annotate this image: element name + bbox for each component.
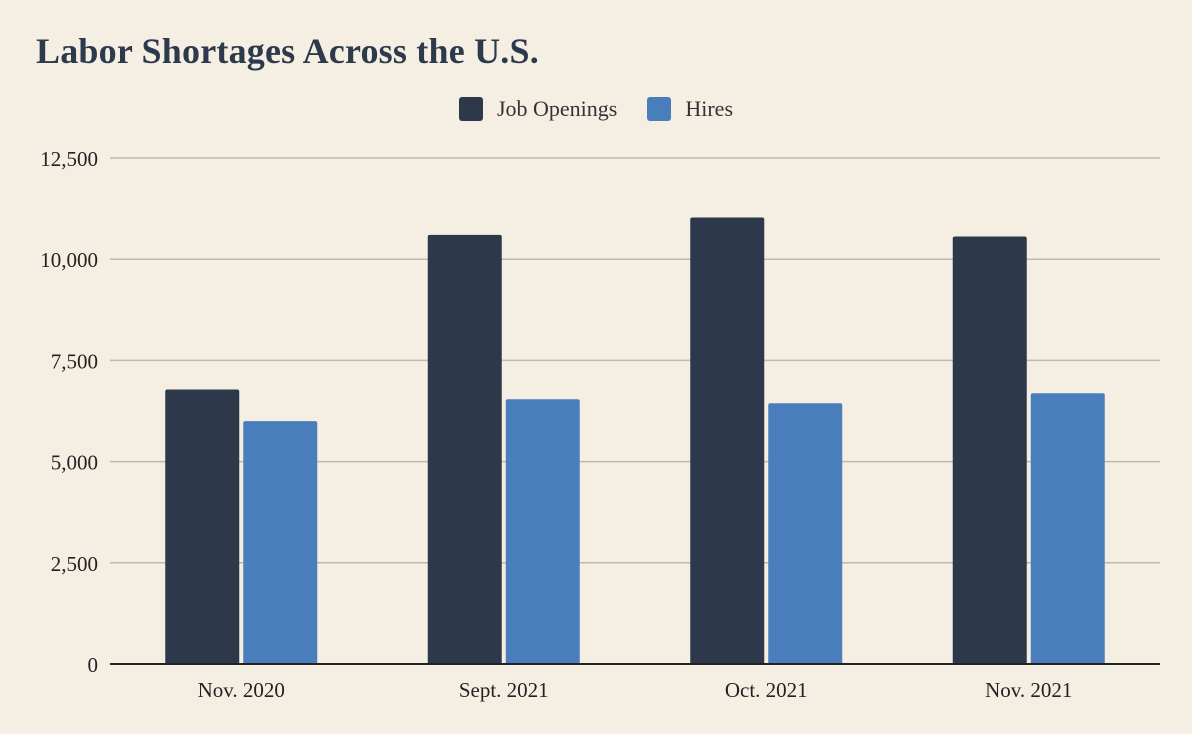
legend-swatch-hires: [647, 97, 672, 121]
y-tick-label: 12,500: [40, 147, 98, 171]
x-tick-label: Sept. 2021: [459, 678, 549, 702]
y-tick-label: 10,000: [40, 248, 98, 272]
bar-hires: [768, 403, 843, 664]
bar-job-openings: [427, 234, 502, 665]
legend-label-hires: Hires: [685, 96, 734, 121]
y-tick-label: 2,500: [51, 552, 98, 576]
bar-hires: [243, 421, 318, 664]
legend-swatch-job-openings: [458, 97, 483, 121]
legend-label-job-openings: Job Openings: [496, 96, 618, 121]
x-tick-label: Oct. 2021: [725, 678, 808, 702]
legend: Job Openings Hires: [0, 96, 1192, 122]
bar-hires: [505, 399, 580, 664]
bar-job-openings: [952, 236, 1027, 665]
x-tick-label: Nov. 2020: [198, 678, 285, 702]
bar-job-openings: [690, 217, 765, 664]
legend-item-job-openings: Job Openings: [458, 96, 618, 122]
bar-job-openings: [165, 389, 240, 664]
y-tick-label: 7,500: [51, 349, 98, 373]
chart-title: Labor Shortages Across the U.S.: [36, 31, 539, 71]
legend-item-hires: Hires: [647, 96, 733, 122]
y-tick-label: 5,000: [51, 451, 98, 475]
bar-hires: [1030, 393, 1105, 664]
y-tick-label: 0: [88, 653, 99, 677]
x-tick-label: Nov. 2021: [985, 678, 1072, 702]
